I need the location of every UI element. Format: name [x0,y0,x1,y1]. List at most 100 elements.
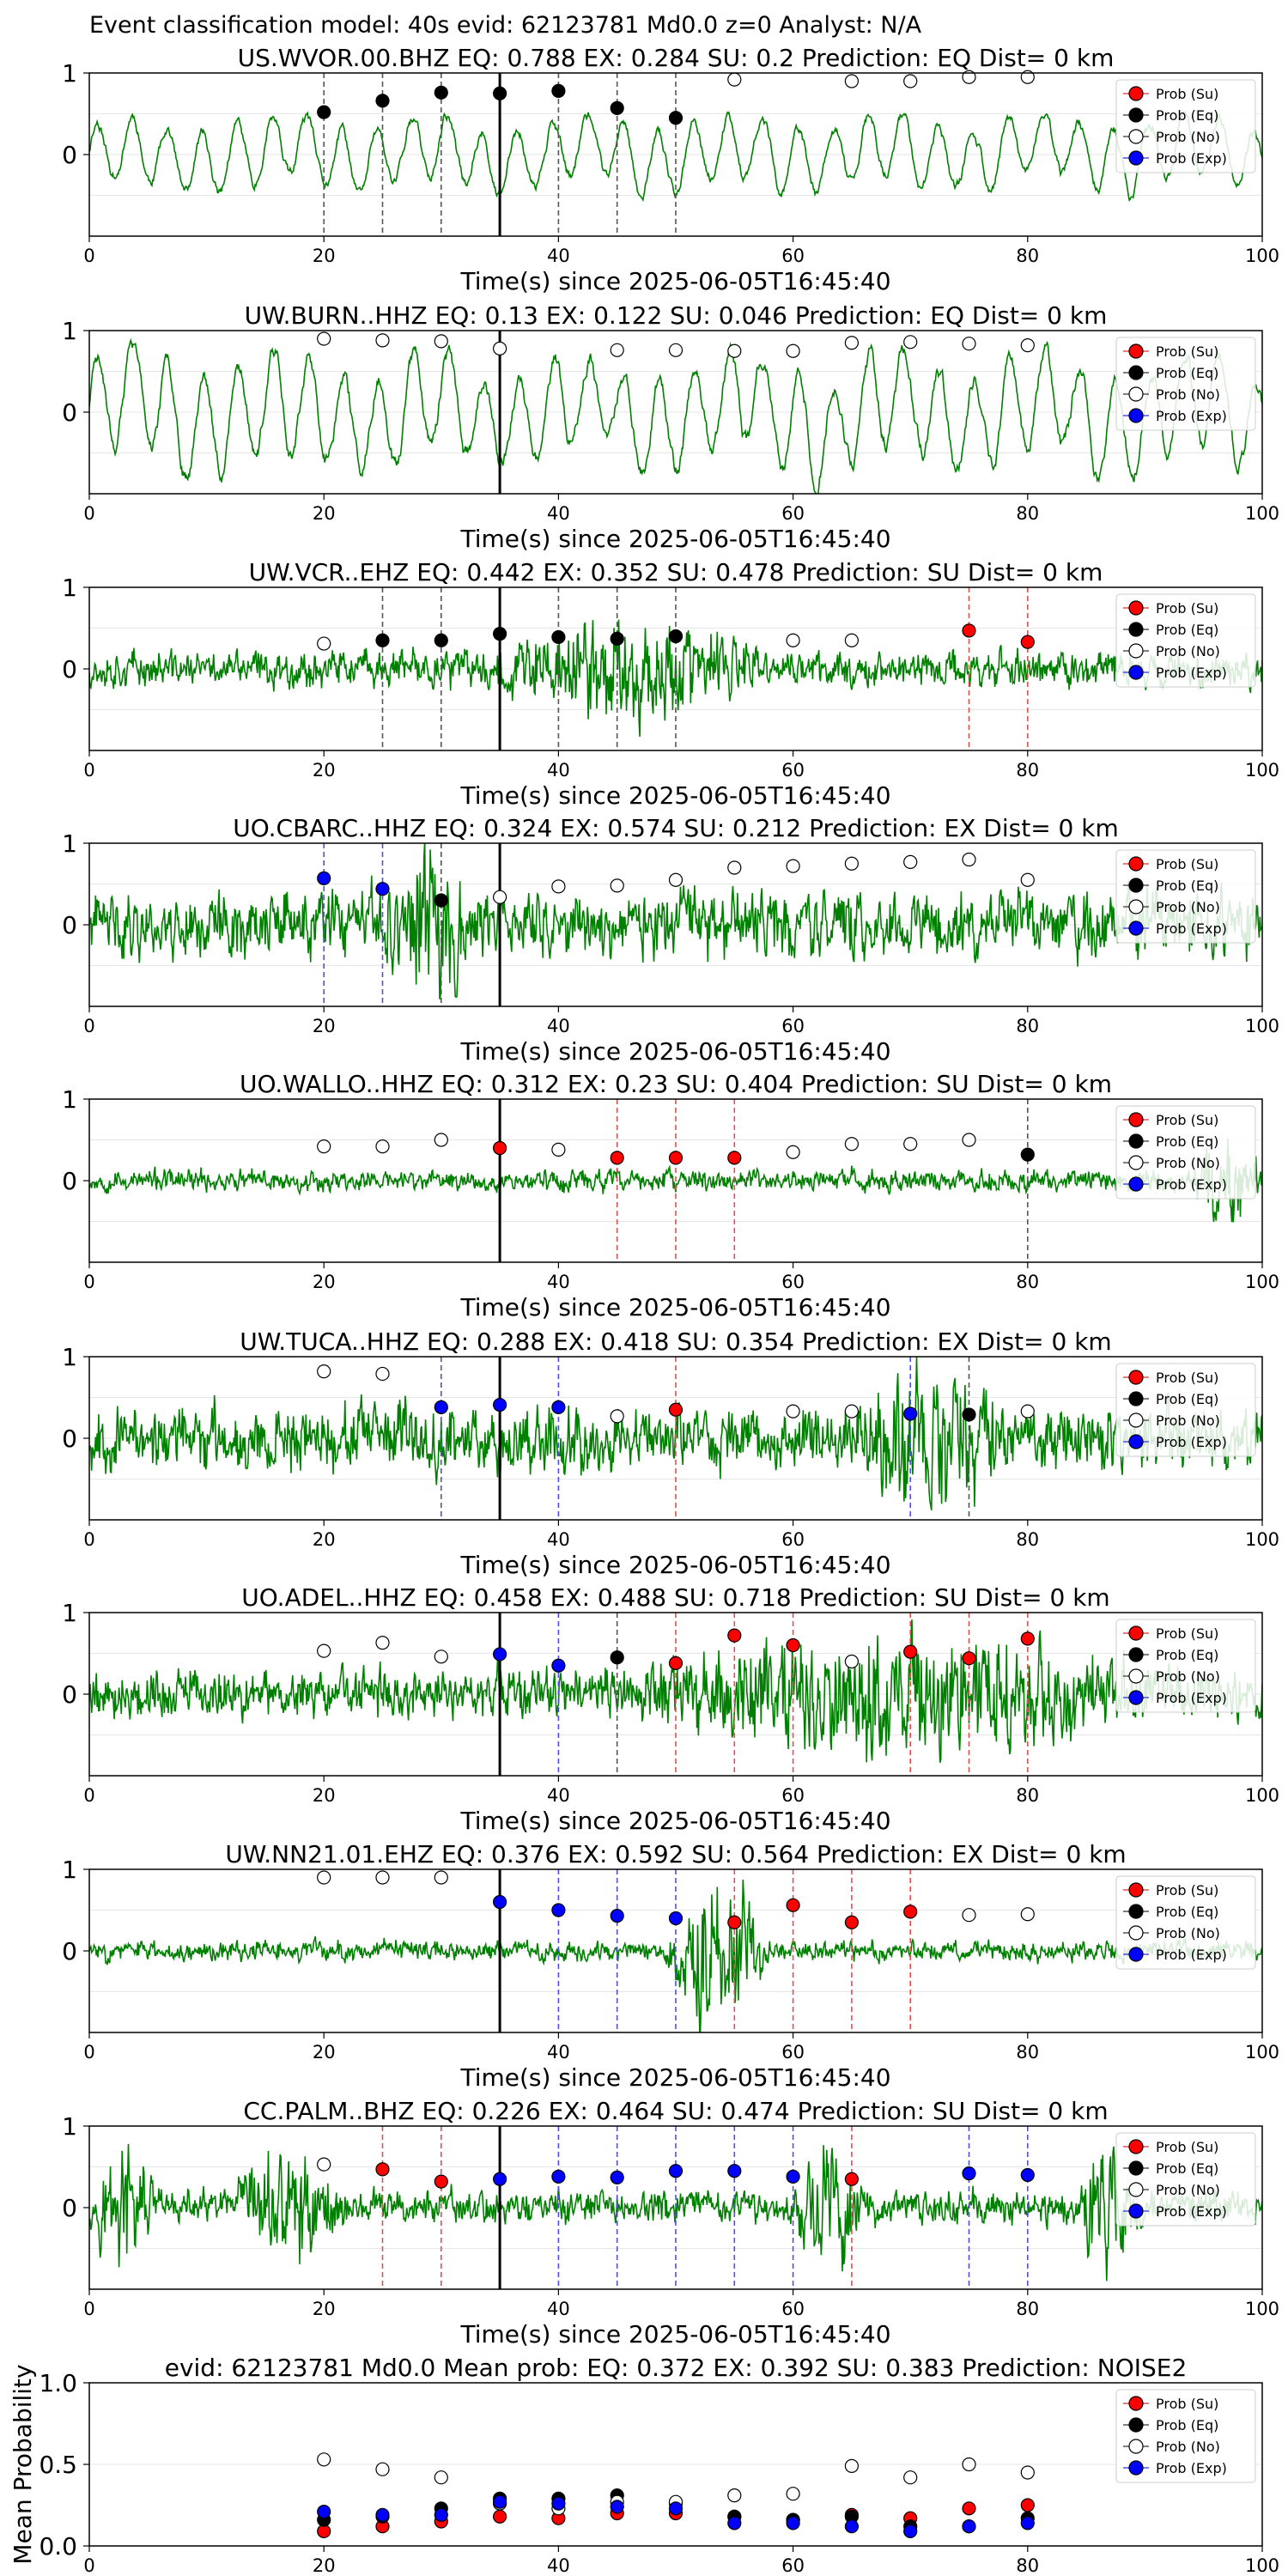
legend-label-su: Prob (Su) [1156,2396,1218,2412]
prob-marker-su [844,1915,860,1929]
x-tick-label: 20 [313,2555,336,2576]
x-tick-label: 40 [547,1529,570,1550]
x-tick-label: 100 [1245,246,1279,266]
prob-marker-no [786,343,800,358]
x-tick-label: 0 [83,2299,94,2319]
legend-label-no: Prob (No) [1156,1668,1220,1685]
legend-marker-su [1128,1625,1144,1641]
prob-marker-no [727,860,742,875]
prob-marker-no [903,854,918,869]
prob-marker-exp [317,871,331,885]
legend-marker-exp [1128,1176,1144,1192]
legend-marker-eq [1128,2160,1144,2176]
legend-box [1115,1363,1256,1457]
y-tick-label: 0 [62,911,77,939]
legend-marker-su [1128,1370,1144,1385]
prob-marker-no [962,852,976,867]
x-tick-label: 60 [781,1529,805,1550]
prob-marker-su [962,1651,976,1666]
panel-title: CC.PALM..BHZ EQ: 0.226 EX: 0.464 SU: 0.4… [243,2097,1108,2125]
prob-marker-exp [610,1909,624,1923]
legend-marker-eq [1128,878,1144,893]
prob-marker-no [434,1649,448,1664]
legend-label-su: Prob (Su) [1156,856,1218,872]
prob-marker-no [962,1133,976,1147]
mean-marker-exp [375,2507,390,2522]
mean-marker-exp [492,2494,507,2509]
legend-marker-no [1128,129,1144,144]
legend-label-exp: Prob (Exp) [1156,2203,1227,2220]
legend-label-eq: Prob (Eq) [1156,878,1218,894]
prob-marker-su [668,1402,683,1417]
x-tick-label: 0 [83,1529,94,1550]
x-tick-label: 0 [83,1785,94,1806]
x-tick-label: 40 [547,246,570,266]
x-tick-label: 20 [313,1016,336,1036]
y-tick-label: 1.0 [39,2369,77,2397]
legend-marker-no [1128,1925,1144,1941]
prob-marker-no [317,331,331,346]
legend-marker-no [1128,643,1144,659]
x-tick-label: 80 [1016,1272,1039,1292]
legend-marker-exp [1128,2460,1144,2476]
mean-marker-exp [727,2516,742,2530]
prob-marker-eq [434,85,448,100]
prob-marker-no [317,1870,331,1885]
prob-marker-su [668,1151,683,1165]
y-tick-label: 1 [62,1085,77,1114]
prob-marker-no [844,74,860,88]
legend-label-exp: Prob (Exp) [1156,408,1227,424]
mean-marker-no [727,2488,742,2503]
prob-marker-su [903,1644,918,1659]
prob-marker-no [962,1908,976,1923]
x-tick-label: 100 [1245,2555,1279,2576]
prob-marker-su [727,1151,742,1165]
legend-label-no: Prob (No) [1156,129,1220,145]
mean-marker-no [434,2470,448,2485]
prob-marker-no [727,343,742,358]
prob-marker-eq [962,1407,976,1422]
legend-marker-exp [1128,1947,1144,1962]
legend-label-eq: Prob (Eq) [1156,1133,1218,1150]
legend-marker-no [1128,1155,1144,1170]
x-tick-label: 100 [1245,1016,1279,1036]
x-tick-label: 40 [547,2042,570,2063]
x-tick-label: 0 [83,503,94,524]
prob-marker-eq [551,83,566,99]
legend-label-eq: Prob (Eq) [1156,107,1218,124]
legend-label-exp: Prob (Exp) [1156,1947,1227,1963]
legend-box [1115,2132,1256,2227]
x-tick-label: 60 [781,760,805,781]
mean-y-axis-label: Mean Probability [9,2364,37,2564]
legend-label-su: Prob (Su) [1156,600,1218,617]
x-tick-label: 60 [781,2555,805,2576]
prob-marker-exp [434,1400,448,1415]
seismic-trace [89,2143,1262,2281]
legend-box [1115,1875,1256,1970]
x-tick-label: 80 [1016,1529,1039,1550]
seismic-trace [89,1138,1262,1223]
y-tick-label: 1 [62,59,77,88]
legend-marker-su [1128,343,1144,359]
mean-marker-exp [551,2496,566,2511]
legend-label-exp: Prob (Exp) [1156,2460,1227,2476]
legend-box [1115,1105,1256,1200]
prob-marker-exp [551,1400,566,1415]
x-axis-label: Time(s) since 2025-06-05T16:45:40 [459,1551,890,1579]
prob-marker-exp [492,2172,507,2186]
prob-marker-no [962,337,976,351]
prob-marker-no [492,890,507,904]
legend-marker-eq [1128,622,1144,637]
y-tick-label: 0.0 [39,2532,77,2561]
y-tick-label: 0 [62,655,77,683]
prob-marker-no [1020,1404,1035,1419]
prob-marker-no [903,335,918,349]
mean-probability-panel: 1.0 0.5 0.0 0 20 40 60 80 100 evid: 62123781 Md0.… [9,2354,1279,2576]
x-tick-label: 100 [1245,2042,1279,2063]
prob-marker-eq [551,629,566,645]
legend-marker-no [1128,2182,1144,2197]
legend-marker-exp [1128,2203,1144,2219]
figure-title: Event classification model: 40s evid: 62… [89,12,922,39]
